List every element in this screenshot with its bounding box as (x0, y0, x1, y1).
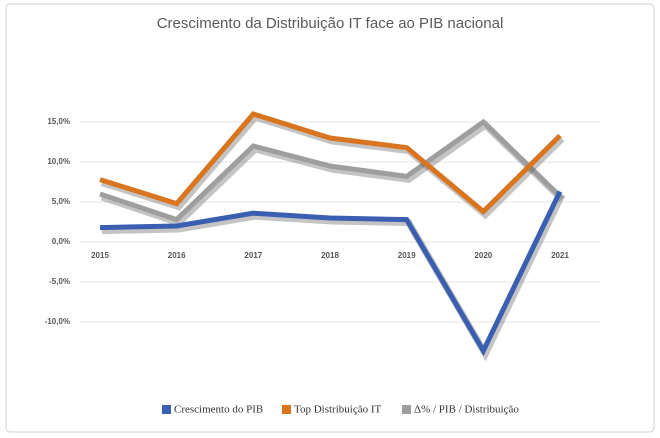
line-series (99, 190, 563, 357)
legend-label: Top Distribuição IT (294, 404, 381, 416)
x-tick-label: 2020 (474, 251, 492, 260)
chart-title: Crescimento da Distribuição IT face ao P… (157, 15, 504, 32)
y-tick-label: -5,0% (49, 277, 70, 286)
line-series-shadow (101, 193, 566, 362)
legend-label: Crescimento do PIB (174, 404, 263, 416)
legend-label: Δ% / PIB / Distribuição (414, 404, 519, 416)
line-series (99, 111, 562, 215)
x-tick-label: 2016 (168, 251, 186, 260)
x-tick-label: 2021 (551, 251, 569, 260)
y-tick-label: -10,0% (45, 317, 70, 326)
x-tick-label: 2019 (398, 251, 416, 260)
line-series-shadow (100, 112, 565, 220)
y-tick-label: 5,0% (52, 197, 70, 206)
legend-swatch (282, 405, 291, 414)
line-series (99, 118, 562, 223)
y-tick-label: 15,0% (47, 117, 70, 126)
legend-swatch (162, 405, 171, 414)
x-tick-label: 2018 (321, 251, 339, 260)
y-tick-label: 0,0% (52, 237, 70, 246)
y-tick-label: 10,0% (47, 157, 70, 166)
legend-swatch (402, 405, 411, 414)
x-tick-label: 2017 (244, 251, 262, 260)
x-tick-label: 2015 (91, 251, 109, 260)
